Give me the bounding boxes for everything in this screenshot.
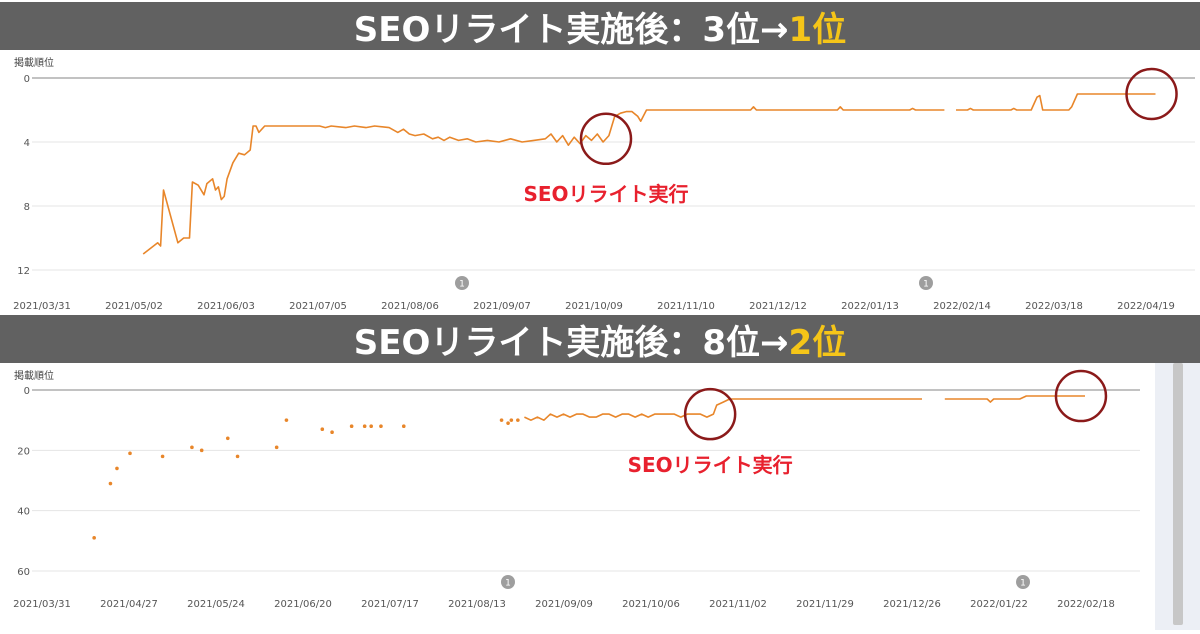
x-tick-label: 2022/02/14: [933, 301, 991, 312]
panel2-chart-svg: 0 20 40 60 2021/03/31 2021/04/27 2021/05/24 202…: [13, 369, 1140, 610]
x-tick-label: 2022/04/19: [1117, 301, 1175, 312]
panel1-chart-svg: 0 4 8 12 2021/03/31 2021/05/02 2021/06/03 2021/…: [13, 67, 1195, 312]
data-point: [320, 427, 325, 432]
x-tick-label: 2021/03/31: [13, 301, 71, 312]
x-tick-label: 2021/09/07: [473, 301, 531, 312]
data-point: [190, 445, 194, 450]
x-tick-label: 2021/07/05: [289, 301, 347, 312]
data-point: [225, 436, 230, 441]
rewrite-highlight-circle: [579, 112, 633, 166]
x-tick-label: 2021/11/29: [796, 599, 854, 610]
x-tick-label: 2022/01/13: [841, 301, 899, 312]
x-tick-label: 2021/06/03: [197, 301, 255, 312]
x-tick-label: 2021/03/31: [13, 599, 71, 610]
rewrite-annotation: SEOリライト実行: [523, 182, 688, 206]
data-point: [362, 424, 367, 428]
y-tick-label: 60: [17, 567, 30, 578]
panel2-chart: 掲載順位 0 20 40 60 2021/03/31 2021/04/27 2021/05/…: [0, 363, 1200, 630]
x-tick-label: 2021/11/02: [709, 599, 767, 610]
panel2-scroll-thumb[interactable]: [1173, 363, 1183, 625]
x-tick-label: 2022/01/22: [970, 599, 1028, 610]
annotation-marker-label: 1: [459, 280, 465, 290]
annotation-marker: [919, 276, 933, 290]
data-point: [128, 451, 132, 456]
data-point: [160, 454, 165, 459]
panel1-chart: 掲載順位 0 4 8 12 2021/03/31 2021/05/02 2021/06/03…: [0, 50, 1200, 312]
data-point: [499, 418, 504, 422]
x-tick-label: 2021/10/09: [565, 301, 623, 312]
panel1-y-axis-title: 掲載順位: [14, 58, 54, 69]
data-point: [235, 454, 240, 459]
data-point: [199, 448, 204, 453]
panel2-title-accent: 2位: [788, 322, 847, 363]
current-rank-highlight-circle: [1054, 369, 1108, 423]
y-tick-label: 40: [17, 507, 30, 518]
x-tick-label: 2021/08/06: [381, 301, 439, 312]
data-point: [379, 424, 383, 428]
rewrite-annotation: SEOリライト実行: [628, 453, 793, 477]
data-point: [369, 424, 373, 428]
annotation-marker: [501, 575, 515, 589]
y-tick-label: 12: [17, 266, 30, 277]
data-point: [284, 418, 289, 422]
x-tick-label: 2021/04/27: [100, 599, 158, 610]
x-tick-label: 2021/10/06: [622, 599, 680, 610]
panel2-title-banner: SEOリライト実施後：8位→ 2位: [0, 315, 1200, 363]
panel1-title: SEOリライト実施後：3位→: [353, 9, 789, 50]
data-point: [516, 418, 520, 422]
data-point: [330, 430, 334, 435]
current-rank-highlight-circle: [1125, 67, 1178, 121]
panel1-title-accent: 1位: [788, 9, 847, 50]
data-point: [506, 421, 510, 425]
data-point: [108, 481, 113, 486]
series-line-segment: [524, 398, 922, 421]
x-tick-label: 2021/12/12: [749, 301, 807, 312]
annotation-marker: [455, 276, 469, 290]
y-tick-label: 4: [24, 138, 30, 149]
data-point: [92, 536, 96, 540]
y-tick-label: 0: [24, 74, 30, 85]
annotation-marker-label: 1: [1020, 579, 1026, 589]
data-point: [401, 424, 406, 428]
y-tick-label: 20: [17, 446, 30, 457]
x-tick-label: 2022/03/18: [1025, 301, 1083, 312]
y-tick-label: 0: [24, 386, 30, 397]
x-tick-label: 2021/11/10: [657, 301, 715, 312]
x-tick-label: 2021/05/02: [105, 301, 163, 312]
panel2-title: SEOリライト実施後：8位→: [353, 322, 789, 363]
series-line-segment: [142, 106, 945, 255]
x-tick-label: 2022/02/18: [1057, 599, 1115, 610]
data-point: [509, 418, 514, 422]
x-tick-label: 2021/09/09: [535, 599, 593, 610]
x-tick-label: 2021/12/26: [883, 599, 941, 610]
annotation-marker: [1016, 575, 1030, 589]
rewrite-highlight-circle: [683, 387, 737, 441]
annotation-marker-label: 1: [923, 280, 929, 290]
x-tick-label: 2021/06/20: [274, 599, 332, 610]
panel1-title-banner: SEOリライト実施後：3位→ 1位: [0, 2, 1200, 50]
y-tick-label: 8: [24, 202, 30, 213]
data-point: [115, 466, 119, 471]
series-line-segment: [944, 395, 1085, 403]
x-tick-label: 2021/07/17: [361, 599, 419, 610]
series-line-segment: [956, 93, 1156, 111]
data-point: [349, 424, 354, 428]
x-tick-label: 2021/05/24: [187, 599, 245, 610]
annotation-marker-label: 1: [505, 579, 511, 589]
panel2-y-axis-title: 掲載順位: [14, 371, 54, 382]
data-point: [274, 445, 279, 450]
x-tick-label: 2021/08/13: [448, 599, 506, 610]
